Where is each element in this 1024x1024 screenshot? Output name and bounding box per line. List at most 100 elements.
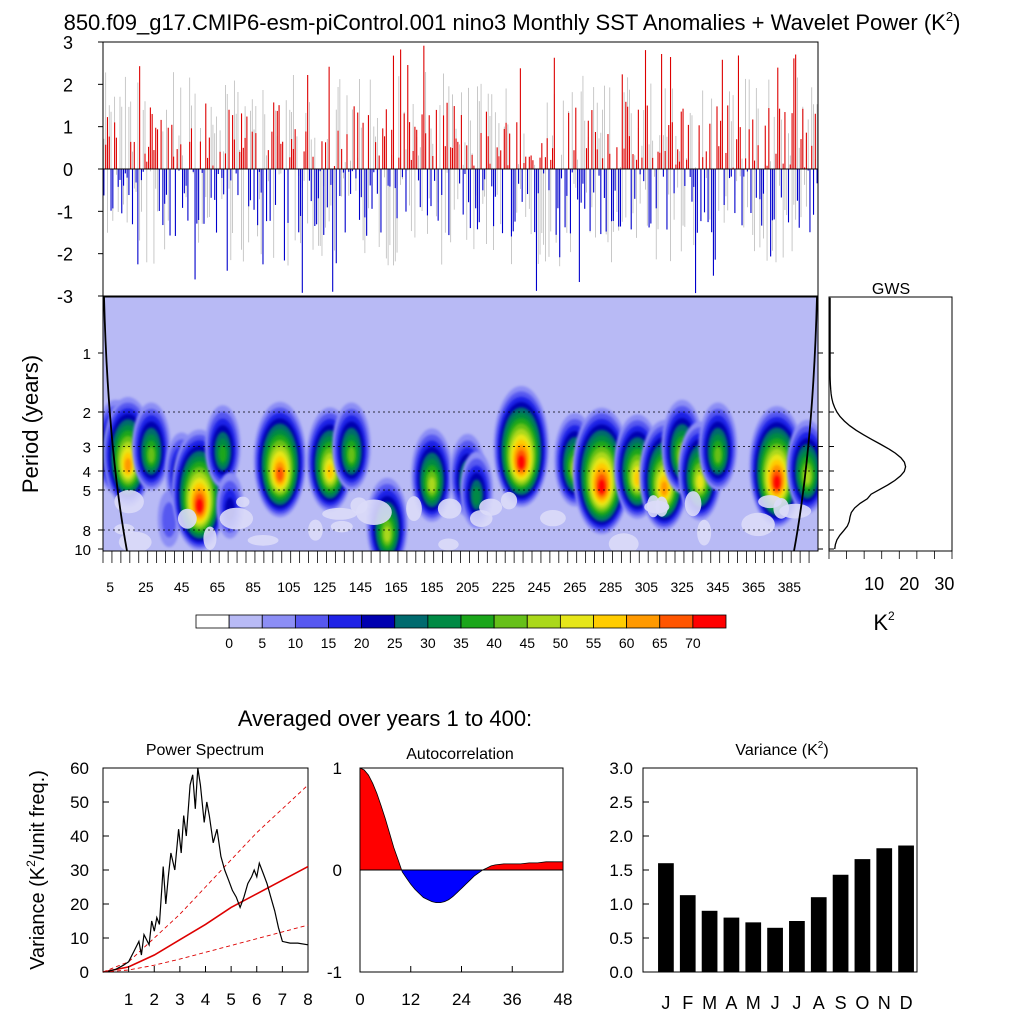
colorbar-swatch (261, 614, 296, 629)
wavelet-x-tick-label: 125 (313, 579, 337, 595)
colorbar-swatch (559, 614, 594, 629)
wavelet-power-contour (428, 476, 436, 493)
variance-month-label: A (813, 993, 825, 1013)
colorbar-label: 70 (685, 635, 701, 651)
colorbar-label: 5 (258, 635, 266, 651)
wavelet-x-tick-label: 205 (456, 579, 480, 595)
wavelet-x-tick-label: 85 (245, 579, 261, 595)
wavelet-low-power-patch (247, 535, 279, 546)
wavelet-power-contour (634, 471, 641, 486)
wavelet-low-power-patch (322, 507, 357, 520)
power-spectrum-x-tick-label: 8 (303, 990, 312, 1009)
variance-month-label: J (661, 993, 670, 1013)
variance-month-label: S (835, 993, 847, 1013)
timeseries-y-tick-label: 3 (63, 33, 73, 53)
autocorrelation-x-tick-label: 48 (554, 990, 573, 1009)
wavelet-x-tick-label: 285 (599, 579, 623, 595)
wavelet-low-power-patch (500, 491, 518, 510)
colorbar-swatch (427, 614, 462, 629)
power-spectrum-y-tick-label: 50 (70, 793, 89, 812)
gws-curve (829, 297, 907, 550)
autocorrelation-x-tick-label: 36 (503, 990, 522, 1009)
variance-bar (854, 859, 871, 972)
gws-x-tick-label: 10 (864, 574, 884, 594)
variance-bar (679, 895, 696, 972)
autocorrelation-positive-area (359, 767, 403, 871)
variance-title: Variance (K2) (735, 740, 828, 759)
variance-y-tick-label: 2.5 (609, 793, 633, 812)
wavelet-low-power-patch (114, 489, 144, 514)
power-spectrum-y-tick-label: 30 (70, 861, 89, 880)
timeseries-panel: 3 2 1 0 -1 -2 -3 (57, 33, 819, 307)
wavelet-power-contour (196, 498, 203, 513)
wavelet-x-tick-label: 385 (778, 579, 802, 595)
wavelet-y-tick-label: 8 (83, 523, 91, 540)
wavelet-low-power-patch (697, 519, 712, 546)
colorbar-swatch (626, 614, 661, 629)
gws-frame (828, 296, 953, 552)
gws-title: GWS (872, 281, 910, 298)
colorbar-swatch (692, 614, 727, 629)
power-spectrum-y-tick-label: 40 (70, 827, 89, 846)
power-spectrum-panel: Power Spectrum 0 10 20 30 40 50 60 1 2 3 4 5 6 7 8 Var… (24, 742, 313, 1009)
variance-bar (745, 922, 762, 972)
colorbar-label: 15 (321, 635, 337, 651)
timeseries-y-tick-label: -3 (57, 287, 73, 307)
wavelet-power-contour (661, 481, 668, 496)
wavelet-power-contour (347, 446, 356, 464)
autocorrelation-y-tick-label: 1 (333, 759, 342, 778)
variance-bar (723, 917, 740, 972)
variance-month-label: N (878, 993, 891, 1013)
power-spectrum-frame (102, 767, 309, 973)
variance-y-tick-label: 1.0 (609, 895, 633, 914)
power-spectrum-x-tick-label: 4 (201, 990, 210, 1009)
wavelet-y-tick-label: 4 (83, 464, 91, 481)
timeseries-y-tick-label: 0 (63, 160, 73, 180)
colorbar-label: 30 (420, 635, 436, 651)
red-noise-lower-bound (102, 924, 309, 973)
wavelet-y-tick-label: 3 (83, 440, 91, 457)
wavelet-power-contour (147, 446, 155, 464)
variance-month-label: O (855, 993, 869, 1013)
wavelet-y-tick-label: 5 (83, 483, 91, 500)
gws-x-tick-label: 30 (934, 574, 954, 594)
variance-month-label: J (792, 993, 801, 1013)
wavelet-low-power-patch (479, 498, 503, 516)
power-spectrum-x-tick-label: 1 (124, 990, 133, 1009)
colorbar-swatch (526, 614, 561, 629)
wavelet-x-tick-label: 325 (670, 579, 694, 595)
wavelet-power-contour (696, 474, 704, 490)
variance-month-label: F (682, 993, 693, 1013)
power-spectrum-y-tick-label: 60 (70, 759, 89, 778)
colorbar-swatch (659, 614, 694, 629)
gws-panel: GWS 10 20 30 K2 (828, 281, 954, 635)
averaged-title: Averaged over years 1 to 400: (238, 706, 532, 731)
wavelet-power-contour (219, 445, 227, 463)
variance-month-label: M (746, 993, 761, 1013)
colorbar-swatch (493, 614, 528, 629)
wavelet-power-contour (773, 475, 780, 489)
wavelet-low-power-patch (203, 526, 217, 550)
red-noise-upper-bound (102, 784, 309, 973)
power-spectrum-y-label: Variance (K2/unit freq.) (24, 770, 49, 970)
wavelet-x-tick-label: 65 (210, 579, 226, 595)
variance-bar (789, 921, 805, 972)
power-spectrum-line (107, 767, 309, 972)
wavelet-x-tick-label: 345 (706, 579, 730, 595)
autocorrelation-panel: Autocorrelation 1 0 -1 0 12 24 36 48 (327, 746, 573, 1009)
colorbar-swatch (195, 614, 230, 629)
cone-of-influence-right (793, 297, 818, 551)
wavelet-power-contour (124, 458, 132, 473)
wavelet-low-power-patch (646, 495, 660, 518)
wavelet-x-tick-label: 105 (277, 579, 301, 595)
wavelet-low-power-patch (406, 496, 422, 522)
colorbar-swatch (361, 614, 396, 629)
wavelet-low-power-patch (437, 498, 462, 519)
timeseries-y-tick-label: -2 (57, 245, 73, 265)
wavelet-power-contour (598, 479, 605, 494)
wavelet-y-tick-label: 2 (83, 405, 91, 422)
autocorrelation-title: Autocorrelation (406, 746, 514, 763)
wavelet-power-contour (162, 502, 177, 538)
